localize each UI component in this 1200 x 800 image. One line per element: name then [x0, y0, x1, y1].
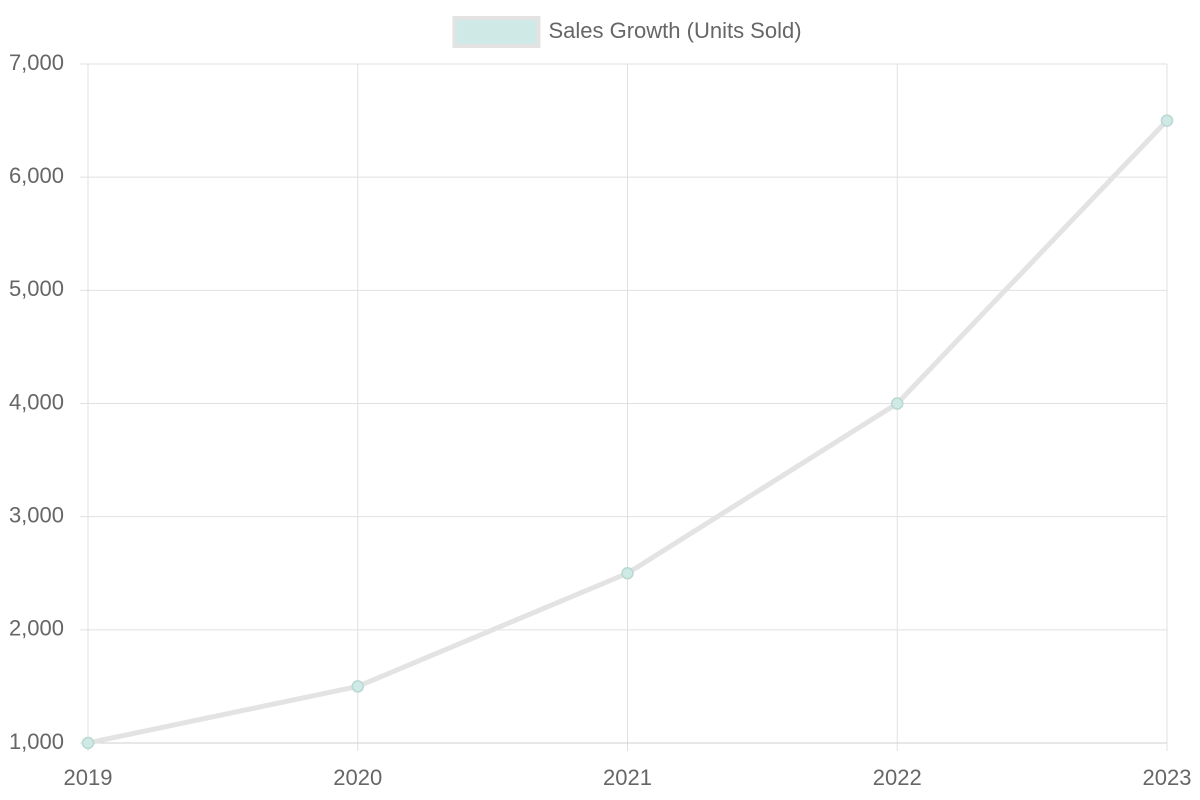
point	[621, 567, 634, 580]
x-tick-label: 2019	[64, 765, 113, 790]
legend-label: Sales Growth (Units Sold)	[548, 18, 801, 43]
y-tick-label: 5,000	[9, 276, 64, 301]
legend-swatch	[452, 16, 541, 48]
x-tick-label: 2023	[1143, 765, 1192, 790]
point	[1160, 114, 1174, 127]
y-tick-label: 1,000	[9, 729, 64, 754]
y-tick-label: 7,000	[9, 50, 64, 75]
point	[891, 397, 904, 410]
y-tick-label: 6,000	[9, 163, 64, 188]
y-tick-label: 2,000	[9, 616, 64, 641]
point	[81, 736, 95, 750]
point	[351, 680, 364, 693]
x-tick-label: 2021	[603, 765, 652, 790]
y-tick-label: 4,000	[9, 389, 64, 414]
x-tick-label: 2022	[873, 765, 922, 790]
y-tick-label: 3,000	[9, 502, 64, 527]
x-tick-label: 2020	[333, 765, 382, 790]
